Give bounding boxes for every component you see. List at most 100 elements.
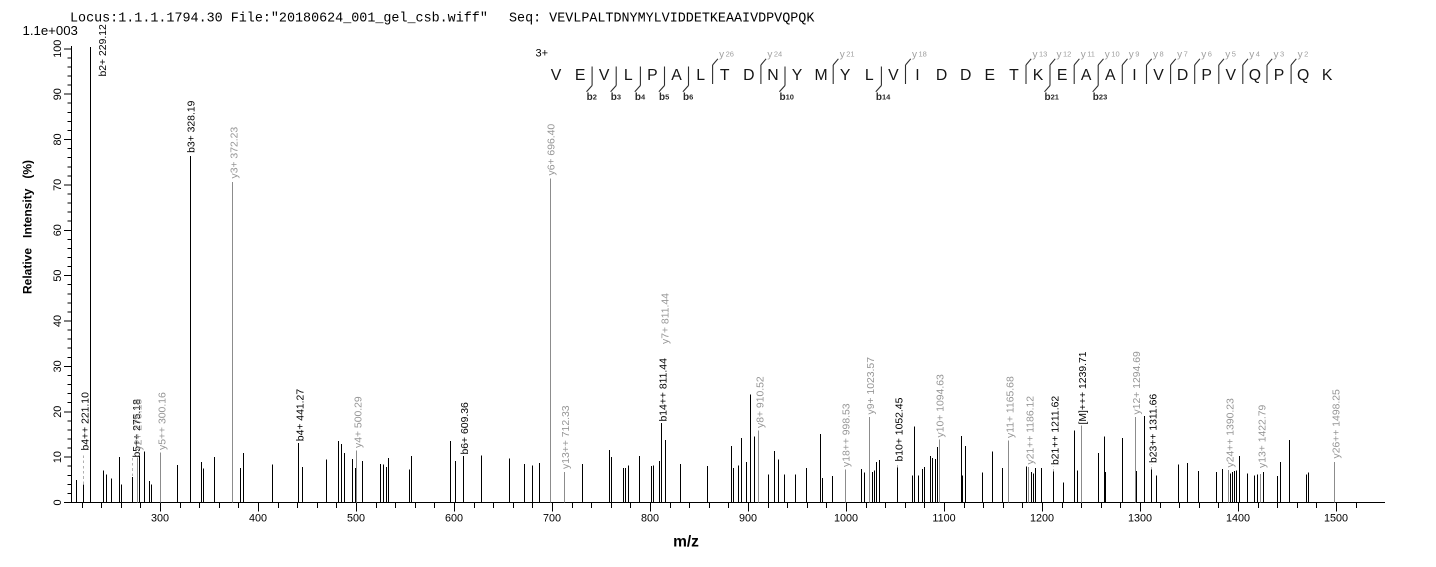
svg-text:b5: b5 bbox=[659, 92, 669, 103]
svg-text:y21: y 21 bbox=[840, 50, 855, 61]
svg-text:E: E bbox=[1057, 67, 1068, 84]
svg-text:b3+ 328.19: b3+ 328.19 bbox=[187, 100, 198, 153]
svg-text:b10+ 1052.45: b10+ 1052.45 bbox=[894, 397, 905, 461]
svg-text:K: K bbox=[1322, 67, 1333, 84]
svg-text:400: 400 bbox=[249, 513, 267, 525]
svg-text:90: 90 bbox=[52, 88, 64, 100]
svg-text:y24++ 1390.23: y24++ 1390.23 bbox=[1225, 398, 1236, 468]
svg-text:1.1e+003: 1.1e+003 bbox=[23, 23, 78, 38]
svg-text:b2+ 229.12: b2+ 229.12 bbox=[98, 24, 109, 77]
svg-text:I: I bbox=[1132, 67, 1136, 84]
svg-text:y21++ 1186.12: y21++ 1186.12 bbox=[1025, 396, 1036, 465]
svg-text:500: 500 bbox=[347, 513, 365, 525]
svg-text:3+: 3+ bbox=[536, 48, 549, 60]
svg-text:900: 900 bbox=[739, 513, 757, 525]
svg-text:[M]+++ 1239.71: [M]+++ 1239.71 bbox=[1078, 351, 1089, 424]
svg-text:N: N bbox=[767, 67, 778, 84]
svg-text:y12: y 12 bbox=[1057, 50, 1072, 61]
svg-text:b4+ 441.27: b4+ 441.27 bbox=[295, 389, 306, 442]
svg-text:y13++ 712.33: y13++ 712.33 bbox=[561, 405, 572, 469]
svg-text:20: 20 bbox=[52, 406, 64, 418]
svg-text:1200: 1200 bbox=[1030, 513, 1054, 525]
svg-text:1100: 1100 bbox=[932, 513, 955, 525]
svg-text:1500: 1500 bbox=[1324, 513, 1348, 525]
svg-text:A: A bbox=[671, 67, 682, 84]
svg-text:I: I bbox=[915, 67, 919, 84]
svg-text:b6: b6 bbox=[683, 92, 693, 103]
svg-text:b4: b4 bbox=[635, 92, 646, 103]
svg-text:b3: b3 bbox=[611, 92, 621, 103]
svg-text:b2: b2 bbox=[587, 92, 597, 103]
svg-text:L: L bbox=[865, 67, 874, 84]
svg-text:L: L bbox=[696, 67, 705, 84]
svg-text:V: V bbox=[551, 67, 562, 84]
svg-text:b23++ 1311.66: b23++ 1311.66 bbox=[1148, 394, 1159, 463]
svg-text:b14: b14 bbox=[876, 92, 891, 103]
svg-text:50: 50 bbox=[52, 270, 64, 282]
svg-text:V: V bbox=[888, 67, 899, 84]
svg-text:D: D bbox=[743, 67, 754, 84]
svg-text:y18: y 18 bbox=[912, 50, 927, 61]
svg-text:b4++ 221.10: b4++ 221.10 bbox=[80, 392, 91, 451]
svg-text:y8+ 910.52: y8+ 910.52 bbox=[755, 376, 766, 428]
svg-text:1000: 1000 bbox=[834, 513, 858, 525]
svg-text:b21++ 1211.62: b21++ 1211.62 bbox=[1050, 396, 1061, 465]
svg-text:b5++ 275.18: b5++ 275.18 bbox=[132, 399, 143, 458]
svg-text:K: K bbox=[1033, 67, 1044, 84]
svg-text:P: P bbox=[647, 67, 658, 84]
svg-text:b6+ 609.36: b6+ 609.36 bbox=[460, 402, 471, 455]
svg-text:b21: b21 bbox=[1045, 92, 1059, 103]
svg-text:b23: b23 bbox=[1093, 92, 1107, 103]
svg-text:600: 600 bbox=[445, 513, 463, 525]
svg-text:y7+ 811.44: y7+ 811.44 bbox=[661, 293, 672, 344]
svg-text:T: T bbox=[720, 67, 730, 84]
svg-text:V: V bbox=[1153, 67, 1164, 84]
svg-text:0: 0 bbox=[52, 499, 64, 505]
svg-text:30: 30 bbox=[52, 360, 64, 372]
svg-text:Locus:1.1.1.1794.30 File:"2018: Locus:1.1.1.1794.30 File:"20180624_001_g… bbox=[70, 11, 488, 26]
svg-text:70: 70 bbox=[52, 179, 64, 191]
svg-text:V: V bbox=[599, 67, 610, 84]
svg-text:1300: 1300 bbox=[1128, 513, 1152, 525]
svg-text:y24: y 24 bbox=[767, 50, 782, 61]
svg-text:Q: Q bbox=[1249, 67, 1261, 84]
svg-text:M: M bbox=[815, 67, 828, 84]
svg-text:Seq: VEVLPALTDNYMYLVIDDETKEAAI: Seq: VEVLPALTDNYMYLVIDDETKEAAIVDPVQPQK bbox=[509, 11, 815, 26]
svg-text:y2+ 275.18: y2+ 275.18 bbox=[133, 399, 144, 451]
svg-text:A: A bbox=[1105, 67, 1116, 84]
svg-text:y26: y 26 bbox=[719, 50, 734, 61]
svg-text:y10+ 1094.63: y10+ 1094.63 bbox=[936, 374, 947, 437]
svg-text:y18++ 998.53: y18++ 998.53 bbox=[842, 403, 853, 467]
svg-text:y5++ 300.16: y5++ 300.16 bbox=[157, 392, 168, 450]
svg-text:y13+ 1422.79: y13+ 1422.79 bbox=[1257, 405, 1268, 468]
svg-text:60: 60 bbox=[52, 224, 64, 236]
svg-text:D: D bbox=[936, 67, 947, 84]
svg-text:800: 800 bbox=[641, 513, 659, 525]
svg-text:P: P bbox=[1274, 67, 1285, 84]
svg-text:y10: y 10 bbox=[1105, 50, 1120, 61]
svg-text:L: L bbox=[624, 67, 633, 84]
svg-text:y9+ 1023.57: y9+ 1023.57 bbox=[866, 357, 877, 415]
svg-text:y26++ 1498.25: y26++ 1498.25 bbox=[1331, 389, 1342, 459]
svg-text:m/z: m/z bbox=[673, 534, 699, 551]
svg-text:10: 10 bbox=[52, 451, 64, 463]
svg-text:Relative Intensity (%): Relative Intensity (%) bbox=[21, 160, 35, 294]
svg-text:E: E bbox=[575, 67, 586, 84]
svg-text:y12+ 1294.69: y12+ 1294.69 bbox=[1132, 351, 1143, 414]
svg-text:T: T bbox=[1009, 67, 1019, 84]
svg-text:100: 100 bbox=[52, 40, 64, 58]
svg-text:Y: Y bbox=[840, 67, 851, 84]
svg-text:V: V bbox=[1226, 67, 1237, 84]
svg-text:D: D bbox=[960, 67, 971, 84]
svg-text:Y: Y bbox=[792, 67, 803, 84]
svg-text:Q: Q bbox=[1297, 67, 1309, 84]
svg-text:y11+ 1165.68: y11+ 1165.68 bbox=[1005, 376, 1016, 438]
svg-text:y6+ 696.40: y6+ 696.40 bbox=[547, 124, 558, 176]
svg-text:80: 80 bbox=[52, 133, 64, 145]
svg-text:P: P bbox=[1201, 67, 1212, 84]
svg-text:D: D bbox=[1177, 67, 1188, 84]
svg-text:A: A bbox=[1081, 67, 1092, 84]
svg-text:b14++ 811.44: b14++ 811.44 bbox=[658, 358, 669, 422]
svg-text:40: 40 bbox=[52, 315, 64, 327]
svg-text:300: 300 bbox=[151, 513, 169, 525]
